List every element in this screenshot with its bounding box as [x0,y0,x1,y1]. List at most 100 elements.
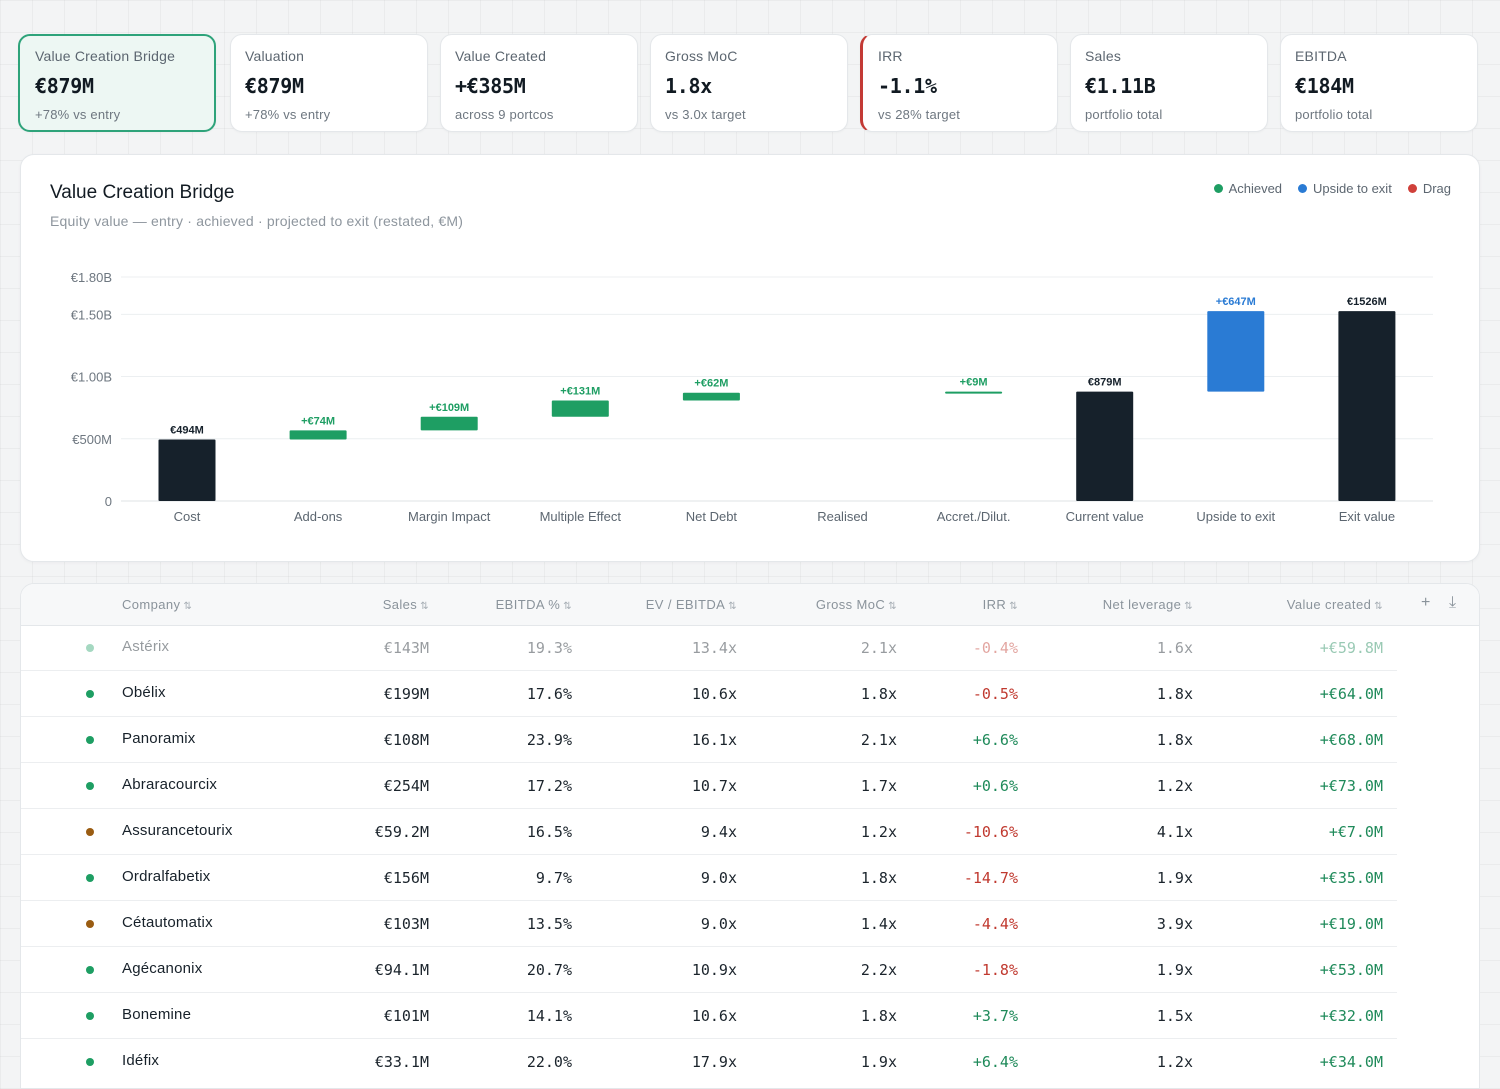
table-row[interactable]: Panoramix €108M 23.9% 16.1x 2.1x +6.6% 1.8x +€6… [21,717,1479,763]
status-dot-icon [86,644,94,652]
company-name[interactable]: Agécanonix [122,960,203,977]
cell-sales: €101M [383,1007,429,1025]
status-dot-icon [86,690,94,698]
table-row[interactable]: Assurancetourix €59.2M 16.5% 9.4x 1.2x -10.6%… [21,809,1479,855]
y-tick-label: €1.80B [71,270,112,285]
kpi-value: -1.1% [878,74,937,98]
kpi-label: IRR [878,48,903,64]
company-name[interactable]: Abraracourcix [122,776,218,793]
y-tick-label: €1.50B [71,307,112,322]
sort-icon: ⇅ [888,601,897,612]
cell-ebitda-pct: 14.1% [526,1007,572,1025]
company-name[interactable]: Cétautomatix [122,914,213,931]
bar-value-label: +€647M [1216,296,1256,308]
table-row[interactable]: Abraracourcix €254M 17.2% 10.7x 1.7x +0.6% 1.2… [21,763,1479,809]
row-divider [21,992,1397,993]
column-header-irr[interactable]: IRR ⇅ [982,597,1018,612]
company-name[interactable]: Obélix [122,684,166,701]
kpi-value: €879M [245,74,304,98]
bar-net-debt [682,392,740,401]
kpi-card-value-created[interactable]: Value Created +€385M across 9 portcos [440,34,638,132]
bar-value-label: +€9M [960,377,988,389]
cell-value-created: +€32.0M [1319,1007,1383,1025]
cell-value-created: +€35.0M [1319,869,1383,887]
chart-title: Value Creation Bridge [50,182,235,203]
cell-gross-moc: 1.2x [860,823,897,841]
legend-dot-icon [1298,184,1308,193]
table-row[interactable]: Bonemine €101M 14.1% 10.6x 1.8x +3.7% 1.5x +€32… [21,993,1479,1039]
kpi-card-irr[interactable]: IRR -1.1% vs 28% target [860,34,1058,132]
cell-gross-moc: 1.7x [860,777,897,795]
status-dot-icon [86,1012,94,1020]
cell-gross-moc: 2.2x [860,961,897,979]
add-column-icon[interactable]: + [1421,594,1431,611]
legend-item-upside[interactable]: Upside to exit [1298,181,1392,196]
column-header-company[interactable]: Company ⇅ [122,597,193,612]
cell-irr: -1.8% [972,961,1018,979]
column-header-ev-ebitda[interactable]: EV / EBITDA ⇅ [645,597,737,612]
status-dot-icon [86,782,94,790]
legend-item-achieved[interactable]: Achieved [1213,181,1282,196]
table-row[interactable]: Cétautomatix €103M 13.5% 9.0x 1.4x -4.4% 3.9x +… [21,901,1479,947]
cell-ev-ebitda: 16.1x [691,731,737,749]
kpi-label: Gross MoC [665,48,738,64]
company-name[interactable]: Bonemine [122,1006,192,1023]
column-header-ebitda-pct[interactable]: EBITDA % ⇅ [495,597,572,612]
cell-net-leverage: 1.6x [1156,639,1193,657]
column-header-sales[interactable]: Sales ⇅ [382,597,429,612]
cell-irr: -0.5% [972,685,1018,703]
sort-icon: ⇅ [1374,601,1383,612]
company-name[interactable]: Idéfix [122,1052,160,1069]
x-tick-label: Exit value [1339,509,1395,524]
table-row[interactable]: Ordralfabetix €156M 9.7% 9.0x 1.8x -14.7% 1.9x… [21,855,1479,901]
cell-ebitda-pct: 9.7% [535,869,572,887]
bar-margin-impact [420,416,478,431]
legend-label: Upside to exit [1313,181,1392,196]
table-row[interactable]: Idéfix €33.1M 22.0% 17.9x 1.9x +6.4% 1.2x +€34.… [21,1039,1479,1085]
cell-net-leverage: 1.9x [1156,869,1193,887]
y-tick-label: €1.00B [71,370,112,385]
company-name[interactable]: Astérix [122,638,170,655]
cell-sales: €254M [383,777,429,795]
kpi-card-gross-moc[interactable]: Gross MoC 1.8x vs 3.0x target [650,34,848,132]
kpi-card-value-creation-bridge[interactable]: Value Creation Bridge €879M +78% vs entr… [18,34,216,132]
table-row[interactable]: Agécanonix €94.1M 20.7% 10.9x 2.2x -1.8% 1.9x +… [21,947,1479,993]
kpi-subtext: across 9 portcos [455,107,554,122]
row-divider [21,1038,1397,1039]
cell-value-created: +€73.0M [1319,777,1383,795]
bar-value-label: +€131M [560,385,600,397]
cell-ev-ebitda: 10.6x [691,1007,737,1025]
legend-item-drag[interactable]: Drag [1407,181,1451,196]
cell-gross-moc: 1.8x [860,685,897,703]
cell-net-leverage: 1.2x [1156,1053,1193,1071]
company-name[interactable]: Panoramix [122,730,196,747]
download-icon[interactable]: ⤓ [1449,594,1457,611]
row-divider [21,808,1397,809]
cell-gross-moc: 2.1x [860,639,897,657]
kpi-label: Value Created [455,48,547,64]
bar-multiple-effect [551,400,609,417]
company-name[interactable]: Ordralfabetix [122,868,211,885]
kpi-card-valuation[interactable]: Valuation €879M +78% vs entry [230,34,428,132]
status-dot-icon [86,828,94,836]
kpi-card-ebitda[interactable]: EBITDA €184M portfolio total [1280,34,1478,132]
column-header-value-created[interactable]: Value created ⇅ [1286,597,1383,612]
cell-gross-moc: 1.4x [860,915,897,933]
cell-sales: €103M [383,915,429,933]
kpi-card-sales[interactable]: Sales €1.11B portfolio total [1070,34,1268,132]
cell-value-created: +€59.8M [1319,639,1383,657]
cell-net-leverage: 3.9x [1156,915,1193,933]
kpi-subtext: vs 3.0x target [665,107,746,122]
cell-net-leverage: 1.5x [1156,1007,1193,1025]
table-row[interactable]: Obélix €199M 17.6% 10.6x 1.8x -0.5% 1.8x +€64.0… [21,671,1479,717]
column-header-net-leverage[interactable]: Net leverage ⇅ [1102,597,1193,612]
cell-value-created: +€64.0M [1319,685,1383,703]
bar-value-label: €1526M [1347,296,1387,308]
cell-sales: €108M [383,731,429,749]
company-name[interactable]: Assurancetourix [122,822,233,839]
column-header-gross-moc[interactable]: Gross MoC ⇅ [815,597,897,612]
sort-icon: ⇅ [1184,601,1193,612]
kpi-label: EBITDA [1295,48,1347,64]
table-row[interactable]: Astérix €143M 19.3% 13.4x 2.1x -0.4% 1.6x +€59.… [21,625,1479,671]
cell-gross-moc: 1.8x [860,869,897,887]
